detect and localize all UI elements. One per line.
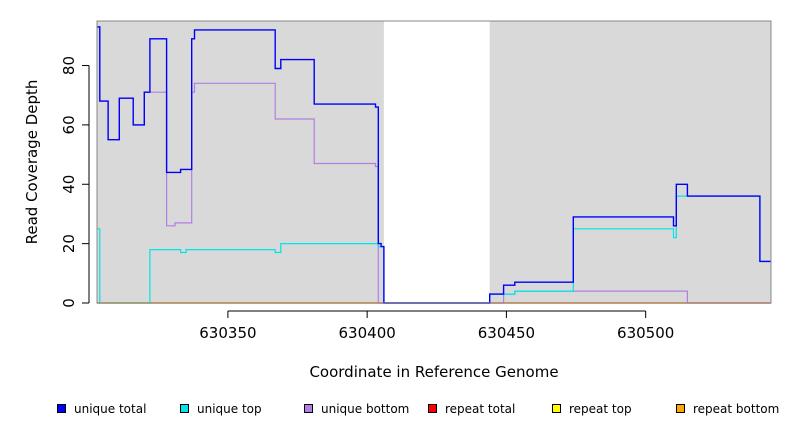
legend-label: unique total [74,402,147,416]
y-tick-label: 80 [60,56,78,75]
legend-label: repeat top [569,402,632,416]
y-tick-label: 40 [60,175,78,194]
legend-swatch [676,404,685,413]
y-tick-label: 20 [60,234,78,253]
x-tick-label: 630400 [339,324,396,342]
legend-swatch [552,404,561,413]
legend-label: repeat bottom [693,402,780,416]
x-tick-label: 630500 [617,324,674,342]
coverage-chart: 630350 630400 630450 630500 0 20 40 60 80 Coord… [23,20,772,381]
legend-swatch [180,404,189,413]
chart-legend: unique total unique top unique bottom repea… [0,400,792,418]
x-tick-label: 630450 [478,324,535,342]
x-axis-title: Coordinate in Reference Genome [309,363,558,381]
plot-background-left [97,21,384,303]
plot-background-right [489,21,771,303]
x-tick-layer: 630350 630400 630450 630500 [199,311,674,342]
legend-swatch [428,404,437,413]
y-axis-title: Read Coverage Depth [23,80,41,245]
legend-label: repeat total [445,402,516,416]
legend-swatch [304,404,313,413]
legend-label: unique top [197,402,262,416]
x-tick-label: 630350 [199,324,256,342]
plot-frame [96,20,772,304]
y-tick-label: 60 [60,115,78,134]
series-line-unique-total [97,26,771,304]
legend-label: unique bottom [321,402,410,416]
y-tick-layer: 0 20 40 60 80 [60,56,89,308]
legend-swatch [57,404,66,413]
y-tick-label: 0 [60,298,78,308]
